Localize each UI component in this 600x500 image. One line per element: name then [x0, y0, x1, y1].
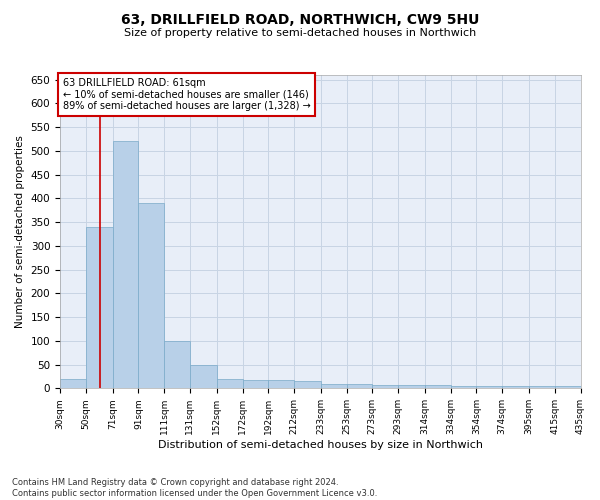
Bar — [425, 384, 451, 388]
Bar — [164, 341, 190, 388]
Y-axis label: Number of semi-detached properties: Number of semi-detached properties — [15, 135, 25, 328]
Bar — [555, 386, 581, 388]
Bar — [60, 379, 86, 388]
Bar — [113, 142, 139, 388]
Bar — [86, 227, 113, 388]
Bar — [242, 380, 268, 388]
X-axis label: Distribution of semi-detached houses by size in Northwich: Distribution of semi-detached houses by … — [158, 440, 483, 450]
Bar — [398, 384, 425, 388]
Bar — [217, 379, 242, 388]
Text: 63 DRILLFIELD ROAD: 61sqm
← 10% of semi-detached houses are smaller (146)
89% of: 63 DRILLFIELD ROAD: 61sqm ← 10% of semi-… — [62, 78, 310, 112]
Bar — [268, 380, 294, 388]
Bar — [321, 384, 347, 388]
Bar — [502, 386, 529, 388]
Bar — [139, 203, 164, 388]
Text: Size of property relative to semi-detached houses in Northwich: Size of property relative to semi-detach… — [124, 28, 476, 38]
Bar — [294, 381, 321, 388]
Bar — [529, 386, 555, 388]
Bar — [347, 384, 373, 388]
Bar — [451, 386, 476, 388]
Bar — [373, 384, 398, 388]
Bar — [190, 364, 217, 388]
Text: 63, DRILLFIELD ROAD, NORTHWICH, CW9 5HU: 63, DRILLFIELD ROAD, NORTHWICH, CW9 5HU — [121, 12, 479, 26]
Bar — [476, 386, 502, 388]
Text: Contains HM Land Registry data © Crown copyright and database right 2024.
Contai: Contains HM Land Registry data © Crown c… — [12, 478, 377, 498]
